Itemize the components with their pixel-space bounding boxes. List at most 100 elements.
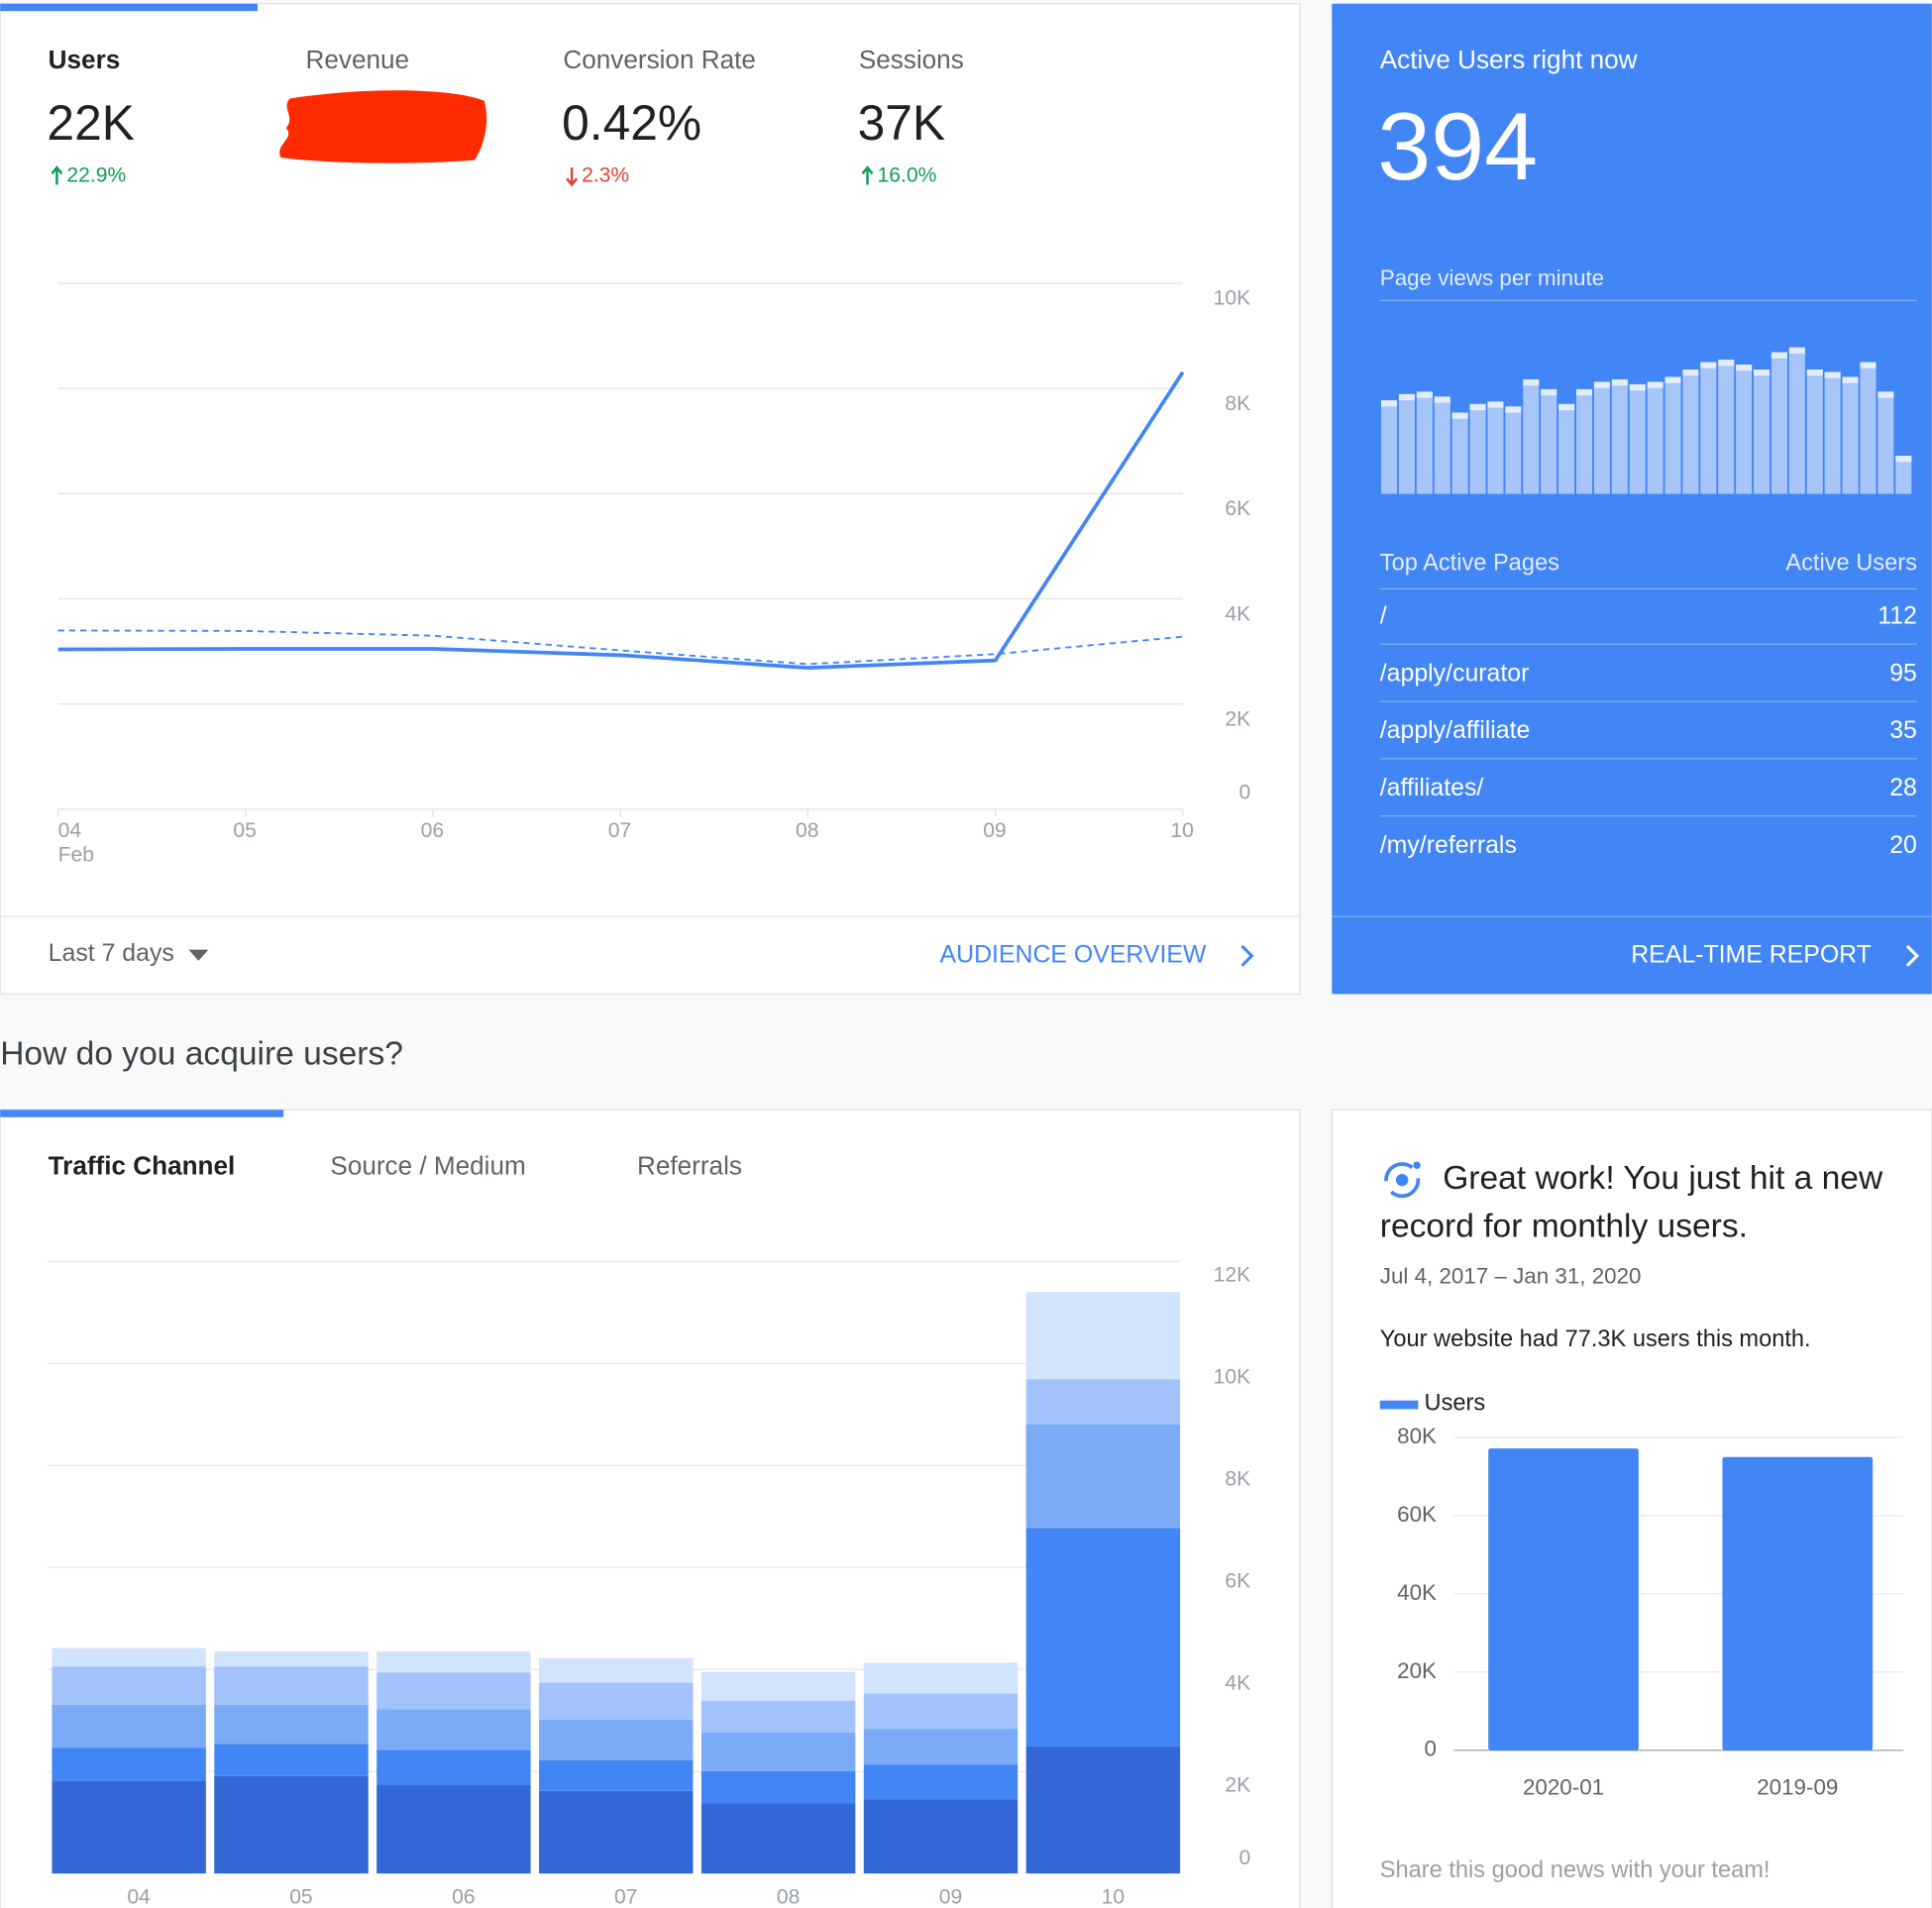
bar-segment [863,1693,1019,1730]
trend-arrow [861,165,874,185]
bar-segment [214,1775,369,1874]
bar-segment [52,1748,206,1781]
overview-card [0,3,1301,996]
metric-change: 16.0% [877,163,936,186]
bar-segment [700,1770,856,1804]
redaction [279,90,487,163]
page-path[interactable]: /apply/affiliate [1380,716,1531,744]
share-link[interactable]: Share this good news with your team! [1380,1857,1771,1883]
bar [1541,388,1557,494]
bar-segment [52,1704,206,1749]
y-tick-label: 6K [1225,1570,1250,1593]
page-path[interactable]: / [1380,601,1387,629]
bar [1722,1456,1874,1750]
y-tick-label: 0 [1238,781,1250,803]
line-series [57,371,1185,670]
page-path[interactable]: /apply/curator [1380,659,1530,687]
bar-cap [1736,365,1753,371]
bar [1824,371,1841,494]
bar-cap [1647,381,1664,388]
bar-segment [700,1733,856,1771]
page-path[interactable]: /affiliates/ [1380,774,1484,801]
bar-segment [700,1803,856,1874]
bar-segment [214,1651,369,1667]
bar-segment [539,1719,694,1760]
trend-arrow [566,167,579,187]
bar-cap [1593,381,1610,388]
audience-overview-link[interactable]: AUDIENCE OVERVIEW [940,940,1207,968]
tab[interactable]: Source / Medium [330,1151,525,1181]
y-tick-label: 6K [1225,497,1250,520]
realtime-title: Active Users right now [1380,45,1638,74]
active-users: 35 [1889,716,1917,744]
tab[interactable]: Traffic Channel [49,1151,236,1181]
realtime-report-link[interactable]: REAL-TIME REPORT [1631,940,1872,968]
bar-cap [1718,360,1735,367]
bar-cap [1700,362,1717,369]
x-tick-label: 2019-09 [1757,1774,1838,1799]
metric-value: 22K [47,95,134,151]
bar [1718,360,1735,494]
metric-change: 2.3% [582,163,629,186]
bar-cap [1434,396,1450,403]
y-tick-label: 8K [1225,392,1250,415]
bar-segment [700,1700,856,1734]
bar-segment [539,1759,694,1791]
x-tick-label: 2020-01 [1523,1774,1604,1799]
x-tick-label: 05 [233,819,257,842]
table-header: Top Active Pages [1380,551,1559,577]
metric-label[interactable]: Conversion Rate [563,45,755,74]
active-users: 95 [1889,659,1917,687]
bar-cap [1878,391,1894,398]
bar [1488,1448,1639,1750]
bar-segment [52,1647,206,1667]
bar-segment [863,1662,1019,1694]
y-tick-label: 0 [1425,1737,1437,1761]
bar [1434,396,1450,494]
chevron-icon[interactable] [1240,944,1254,967]
record-summary: Your website had 77.3K users this month. [1380,1326,1811,1352]
x-tick-label: 05 [289,1886,313,1908]
metric-label[interactable]: Revenue [306,45,410,74]
x-tick-label: 07 [614,1886,638,1908]
page-path[interactable]: /my/referrals [1380,831,1517,859]
x-tick-label: 10 [1170,819,1194,842]
bar-cap [1505,406,1522,413]
bar [1416,391,1433,494]
bar-segment [376,1651,531,1673]
bar-cap [1416,391,1433,398]
bar-segment [863,1729,1019,1765]
chevron-icon[interactable] [1905,944,1920,967]
bar-segment [214,1704,369,1745]
bar-cap [1754,370,1771,376]
legend-swatch [1379,1400,1419,1410]
bar [1682,370,1699,494]
tab-indicator [0,1110,284,1117]
record-title: Great work! You just hit a new [1443,1160,1883,1197]
bar [1664,376,1681,494]
bar [1523,378,1540,494]
y-tick-label: 20K [1397,1658,1437,1683]
y-tick-label: 4K [1225,1672,1250,1695]
record-title: record for monthly users. [1380,1209,1748,1245]
metric-label[interactable]: Sessions [859,45,964,74]
x-tick-label: 08 [796,819,819,842]
y-tick-label: 80K [1397,1424,1437,1448]
x-tick-label: 04 [58,819,82,842]
dropdown-icon[interactable] [188,949,209,961]
bar-cap [1664,376,1681,383]
bar-segment [376,1784,531,1874]
realtime-card [1332,3,1932,995]
bar [1754,370,1771,494]
chart-title: Page views per minute [1380,265,1604,290]
bar-segment [214,1744,369,1776]
date-range-selector[interactable]: Last 7 days [49,939,174,967]
y-tick-label: 60K [1397,1502,1437,1527]
bar-cap [1451,412,1468,419]
tab[interactable]: Referrals [637,1151,742,1181]
metric-label[interactable]: Users [49,45,121,74]
bar [1736,365,1753,494]
bar-cap [1895,456,1912,463]
metric-value: 37K [858,95,945,151]
